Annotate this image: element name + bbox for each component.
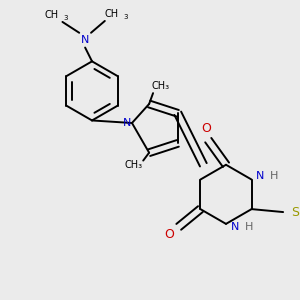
- Text: O: O: [201, 122, 211, 135]
- Text: CH₃: CH₃: [152, 81, 170, 91]
- Text: S: S: [291, 206, 299, 219]
- Text: N: N: [256, 171, 265, 181]
- Text: O: O: [164, 228, 174, 241]
- Text: 3: 3: [63, 15, 68, 21]
- Text: CH: CH: [45, 10, 59, 20]
- Text: 3: 3: [123, 14, 128, 20]
- Text: H: H: [244, 222, 253, 232]
- Text: N: N: [123, 118, 131, 128]
- Text: CH₃: CH₃: [124, 160, 142, 170]
- Text: H: H: [270, 171, 278, 181]
- Text: N: N: [231, 222, 239, 232]
- Text: CH: CH: [105, 9, 119, 19]
- Text: N: N: [81, 35, 89, 45]
